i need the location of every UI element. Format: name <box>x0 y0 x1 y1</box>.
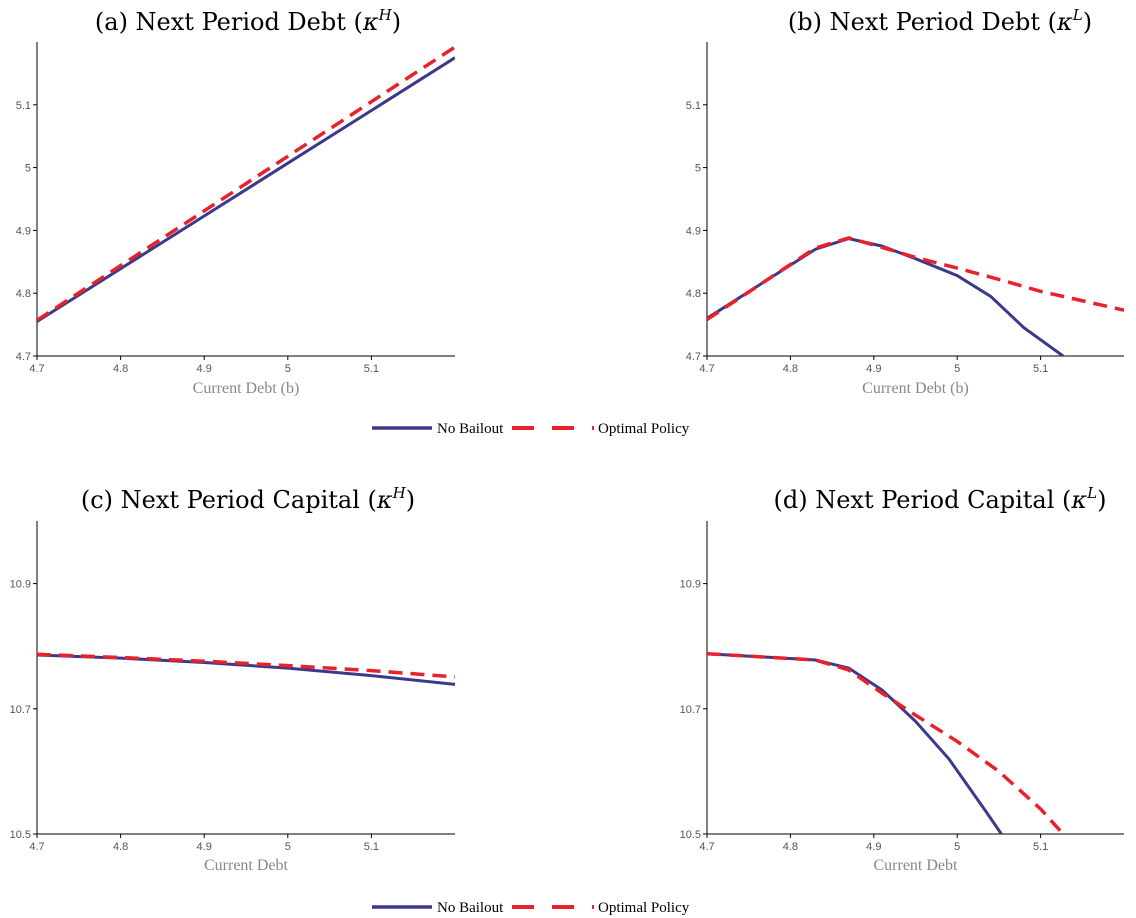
x-tick-label: 5 <box>285 363 291 375</box>
chart-title-close: ) <box>1083 8 1092 36</box>
legend-label: Optimal Policy <box>598 900 690 916</box>
y-tick-label: 5.1 <box>686 100 701 112</box>
chart-panel-1: (b) Next Period Debt (κL) 4.7 4.8 4.9 5 5.1 4.… <box>686 6 1124 397</box>
y-tick-label: 5.1 <box>16 100 31 112</box>
chart-title: (b) Next Period Debt (κL) <box>788 6 1092 36</box>
x-tick-label: 5.1 <box>364 841 379 853</box>
legend: No Bailout Optimal Policy <box>372 900 690 916</box>
x-tick-label: 5 <box>954 363 960 375</box>
chart-panel-2: (c) Next Period Capital (κH) 4.7 4.8 4.9 5 5.… <box>10 484 455 874</box>
x-axis-label: Current Debt <box>874 857 959 874</box>
chart-title: (d) Next Period Capital (κL) <box>773 484 1106 514</box>
legend-label: Optimal Policy <box>598 421 690 437</box>
chart-title-kappa: κ <box>1070 486 1087 514</box>
y-tick-label: 10.5 <box>10 829 31 841</box>
chart-title: (c) Next Period Capital (κH) <box>81 484 415 514</box>
y-tick-label: 10.7 <box>10 704 31 716</box>
series-line-no-bailout <box>707 652 1003 834</box>
y-tick-label: 4.7 <box>686 351 701 363</box>
x-tick-label: 5.1 <box>1033 841 1048 853</box>
y-tick-label: 5 <box>695 163 701 175</box>
x-axis-label: Current Debt <box>204 857 289 874</box>
chart-title-text: (b) Next Period Debt ( <box>788 8 1057 36</box>
x-tick-label: 4.7 <box>29 363 44 375</box>
x-tick-label: 4.8 <box>783 363 798 375</box>
x-tick-label: 4.8 <box>113 363 128 375</box>
chart-title-sup: L <box>1072 6 1083 24</box>
chart-title-sup: L <box>1086 484 1097 502</box>
x-tick-label: 4.7 <box>699 841 714 853</box>
x-tick-label: 5 <box>285 841 291 853</box>
chart-title-sup: H <box>378 6 393 24</box>
legend-label: No Bailout <box>437 421 504 437</box>
chart-title-close: ) <box>406 486 415 514</box>
x-tick-label: 4.9 <box>197 363 212 375</box>
x-tick-label: 5.1 <box>1033 363 1048 375</box>
chart-title-kappa: κ <box>376 486 393 514</box>
chart-panel-0: (a) Next Period Debt (κH) 4.7 4.8 4.9 5 5.1 4.… <box>16 6 455 397</box>
x-tick-label: 4.7 <box>29 841 44 853</box>
series-line-no-bailout <box>37 56 455 323</box>
x-tick-label: 4.8 <box>783 841 798 853</box>
y-tick-label: 5 <box>25 163 31 175</box>
chart-title-text: (c) Next Period Capital ( <box>81 486 377 514</box>
chart-panel-3: (d) Next Period Capital (κL) 4.7 4.8 4.9 5 5.… <box>680 484 1124 874</box>
series-line-optimal-policy <box>707 236 1124 322</box>
x-tick-label: 4.9 <box>197 841 212 853</box>
chart-title: (a) Next Period Debt (κH) <box>95 6 401 36</box>
x-tick-label: 4.8 <box>113 841 128 853</box>
y-tick-label: 4.8 <box>686 288 701 300</box>
x-axis-label: Current Debt (b) <box>862 380 969 397</box>
chart-title-kappa: κ <box>1056 8 1073 36</box>
chart-title-close: ) <box>392 8 401 36</box>
x-tick-label: 4.7 <box>699 363 714 375</box>
x-tick-label: 5.1 <box>364 363 379 375</box>
y-tick-label: 4.9 <box>686 225 701 237</box>
y-tick-label: 10.5 <box>680 829 701 841</box>
series-line-optimal-policy <box>37 45 455 322</box>
y-tick-label: 10.9 <box>10 579 31 591</box>
chart-title-close: ) <box>1097 486 1106 514</box>
series-line-no-bailout <box>707 237 1064 356</box>
chart-title-sup: H <box>392 484 407 502</box>
chart-title-text: (d) Next Period Capital ( <box>773 486 1071 514</box>
y-tick-label: 4.8 <box>16 288 31 300</box>
y-tick-label: 10.9 <box>680 579 701 591</box>
series-line-no-bailout <box>37 653 455 686</box>
chart-title-text: (a) Next Period Debt ( <box>95 8 363 36</box>
legend-label: No Bailout <box>437 900 504 916</box>
y-tick-label: 4.7 <box>16 351 31 363</box>
chart-title-kappa: κ <box>362 8 379 36</box>
series-line-optimal-policy <box>707 651 1065 834</box>
x-tick-label: 4.9 <box>866 841 881 853</box>
legend: No Bailout Optimal Policy <box>372 421 690 437</box>
x-tick-label: 4.9 <box>866 363 881 375</box>
y-tick-label: 4.9 <box>16 225 31 237</box>
x-tick-label: 5 <box>954 841 960 853</box>
y-tick-label: 10.7 <box>680 704 701 716</box>
series-line-optimal-policy <box>37 652 455 679</box>
x-axis-label: Current Debt (b) <box>193 380 300 397</box>
